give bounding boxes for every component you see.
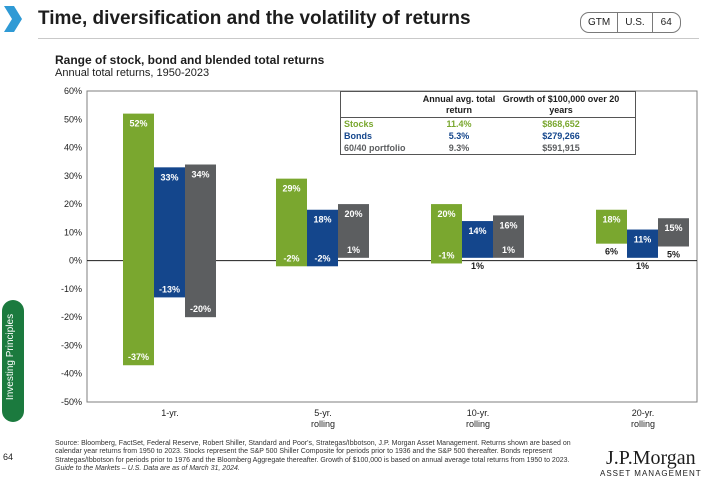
chart-subtitle: Annual total returns, 1950-2023 <box>55 67 210 79</box>
y-tick-label: -30% <box>61 340 82 350</box>
legend-row-avg: 11.4% <box>446 119 472 129</box>
chevron-logo-icon <box>4 6 22 32</box>
legend-row-name: Stocks <box>344 119 374 129</box>
range-bar <box>462 221 493 258</box>
source-text: Source: Bloomberg, FactSet, Federal Rese… <box>55 440 571 464</box>
tag-region: U.S. <box>618 13 653 32</box>
y-tick-label: 0% <box>69 256 82 266</box>
range-bar <box>276 178 307 267</box>
page-title: Time, diversification and the volatility… <box>38 8 471 29</box>
y-tick-label: -10% <box>61 284 82 294</box>
category-label: 10-yr. <box>467 408 490 418</box>
category-label: 5-yr. <box>314 408 332 418</box>
legend-header-growth: Growth of $100,000 over 20 years <box>502 94 620 115</box>
min-label: 5% <box>667 250 680 260</box>
min-label: -1% <box>438 250 454 260</box>
legend-header-blank <box>341 94 422 116</box>
legend-row-avg: 5.3% <box>448 131 470 141</box>
min-label: 1% <box>347 245 360 255</box>
min-label: -2% <box>283 253 299 263</box>
y-tick-label: 60% <box>64 86 82 96</box>
min-label: 1% <box>636 261 649 271</box>
range-bar <box>307 209 338 267</box>
logo-subtitle: ASSET MANAGEMENT <box>600 469 702 478</box>
range-bar <box>431 204 462 264</box>
category-label: 1-yr. <box>161 408 179 418</box>
legend-table: Annual avg. total return Growth of $100,… <box>340 91 636 155</box>
y-tick-label: 40% <box>64 143 82 153</box>
range-bar <box>123 113 154 366</box>
category-label: rolling <box>631 419 655 429</box>
max-label: 14% <box>468 226 486 236</box>
brand-logo: J.P.Morgan ASSET MANAGEMENT <box>600 447 702 478</box>
y-tick-label: 50% <box>64 114 82 124</box>
min-label: -20% <box>190 304 211 314</box>
legend-row-name: 60/40 portfolio <box>344 143 406 153</box>
min-label: -37% <box>128 352 149 362</box>
max-label: 18% <box>313 215 331 225</box>
side-tab <box>2 300 24 422</box>
range-bar <box>154 167 185 298</box>
logo-name: J.P.Morgan <box>606 447 696 469</box>
tag-page: 64 <box>660 17 672 28</box>
chart-title: Range of stock, bond and blended total r… <box>55 53 325 67</box>
source-note: Source: Bloomberg, FactSet, Federal Rese… <box>55 440 595 473</box>
range-bar <box>493 215 524 258</box>
min-label: -2% <box>314 253 330 263</box>
legend-row-blend: 60/40 portfolio 9.3% $591,915 <box>341 142 635 154</box>
source-guide: Guide to the Markets – U.S. Data are as … <box>55 464 240 472</box>
category-label: rolling <box>466 419 490 429</box>
legend-row-avg: 9.3% <box>448 143 470 153</box>
y-tick-label: -40% <box>61 369 82 379</box>
range-bar <box>185 164 216 318</box>
min-label: 1% <box>471 261 484 271</box>
y-tick-label: -20% <box>61 312 82 322</box>
y-tick-label: 20% <box>64 199 82 209</box>
legend-row-growth: $279,266 <box>542 131 580 141</box>
max-label: 11% <box>634 235 652 245</box>
legend-header-avg: Annual avg. total return <box>422 94 496 115</box>
range-bar <box>627 229 658 258</box>
max-label: 15% <box>664 223 682 233</box>
max-label: 34% <box>191 170 209 180</box>
category-label: rolling <box>311 419 335 429</box>
guide-tags: GTM U.S. 64 <box>580 12 681 33</box>
title-divider <box>38 38 699 39</box>
legend-row-bonds: Bonds 5.3% $279,266 <box>341 130 635 142</box>
y-tick-label: 30% <box>64 171 82 181</box>
max-label: 20% <box>437 209 455 219</box>
legend-table-header: Annual avg. total return Growth of $100,… <box>341 92 635 116</box>
min-label: 6% <box>605 247 618 257</box>
y-tick-label: -50% <box>61 397 82 407</box>
legend-row-growth: $868,652 <box>542 119 580 129</box>
range-bar <box>338 204 369 258</box>
max-label: 33% <box>160 172 178 182</box>
legend-row-growth: $591,915 <box>542 143 580 153</box>
max-label: 18% <box>602 215 620 225</box>
max-label: 20% <box>344 209 362 219</box>
min-label: -13% <box>159 284 180 294</box>
page-number: 64 <box>3 452 14 462</box>
y-tick-label: 10% <box>64 227 82 237</box>
range-bar <box>658 218 689 247</box>
max-label: 29% <box>282 184 300 194</box>
min-label: 1% <box>502 245 515 255</box>
max-label: 52% <box>129 119 147 129</box>
max-label: 16% <box>499 220 517 230</box>
range-bar <box>596 209 627 244</box>
legend-row-name: Bonds <box>344 131 372 141</box>
category-label: 20-yr. <box>632 408 655 418</box>
tag-gtm: GTM <box>581 13 619 32</box>
legend-row-stocks: Stocks 11.4% $868,652 <box>341 117 635 130</box>
